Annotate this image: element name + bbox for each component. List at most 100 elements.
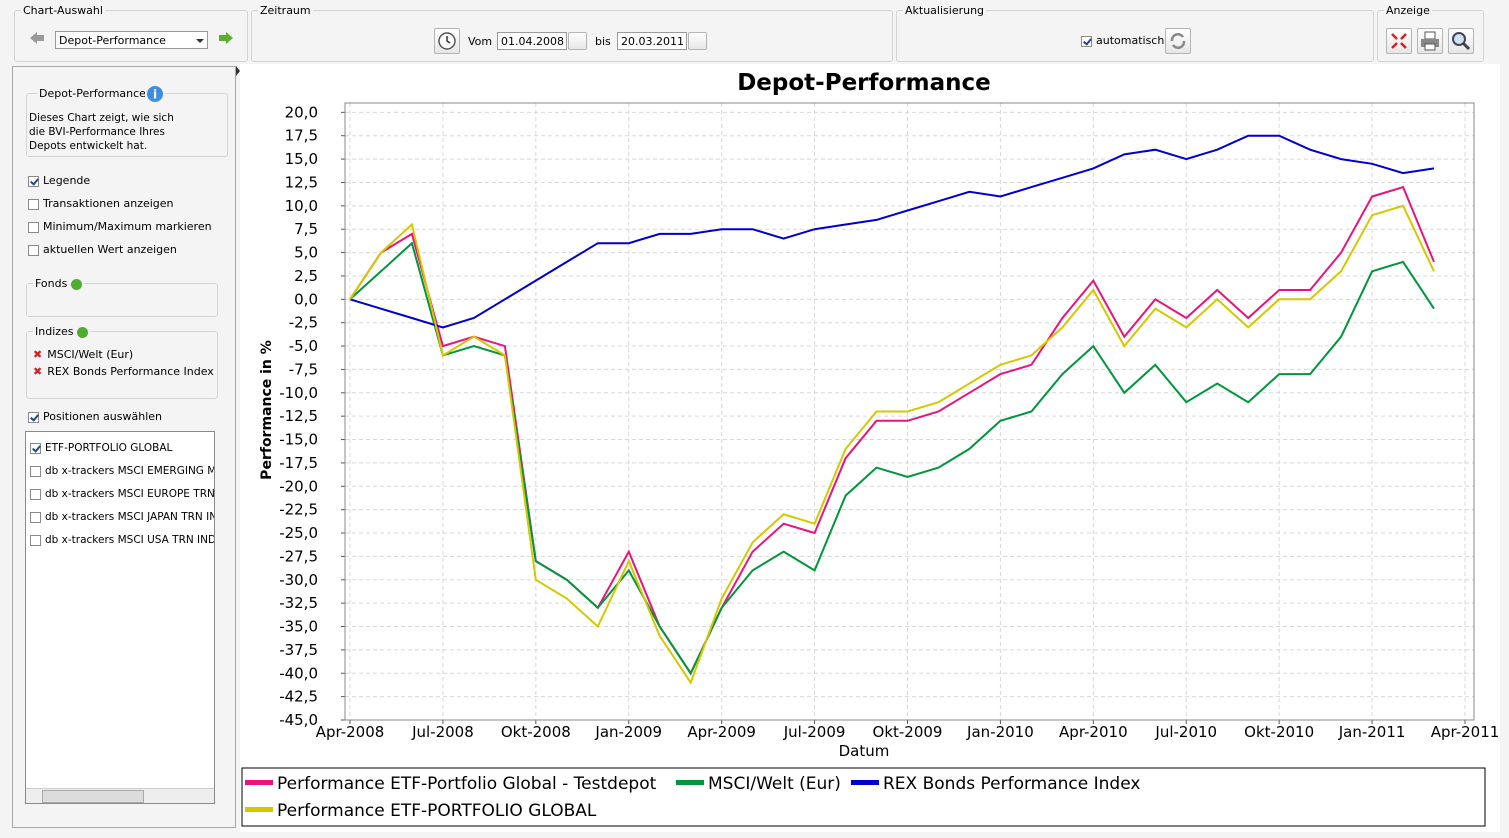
refresh-button[interactable] bbox=[1165, 28, 1191, 54]
zoom-button[interactable] bbox=[1448, 28, 1474, 54]
y-tick-label: -17,5 bbox=[279, 454, 318, 472]
y-tick-label: -45,0 bbox=[279, 711, 318, 729]
position-item[interactable]: db x-trackers MSCI USA TRN INDEX bbox=[30, 531, 214, 549]
y-tick-label: 12,5 bbox=[285, 173, 318, 191]
series-line bbox=[349, 185, 1435, 676]
legend-swatch bbox=[676, 780, 704, 785]
remove-icon[interactable]: ✖ bbox=[33, 365, 43, 378]
group-title: Zeitraum bbox=[258, 4, 313, 17]
option[interactable]: aktuellen Wert anzeigen bbox=[28, 241, 177, 259]
group-title: Anzeige bbox=[1384, 4, 1432, 17]
fullscreen-button[interactable] bbox=[1386, 28, 1412, 54]
y-tick-label: -25,0 bbox=[279, 524, 318, 542]
back-arrow[interactable] bbox=[29, 31, 45, 45]
checkbox[interactable] bbox=[28, 221, 39, 233]
splitter[interactable] bbox=[236, 66, 240, 86]
checkbox-label: automatisch bbox=[1096, 34, 1165, 47]
add-icon[interactable] bbox=[70, 278, 82, 290]
from-date[interactable]: 01.04.2008 bbox=[497, 32, 567, 50]
x-tick-label: Jul-2008 bbox=[411, 723, 474, 741]
fullscreen-icon bbox=[1391, 33, 1407, 49]
y-tick-label: -40,0 bbox=[279, 664, 318, 682]
legend-label: Performance ETF-PORTFOLIO GLOBAL bbox=[277, 801, 597, 821]
period-button[interactable] bbox=[434, 28, 460, 54]
checkbox-label: aktuellen Wert anzeigen bbox=[43, 243, 177, 256]
dropdown-value: Depot-Performance bbox=[59, 34, 166, 47]
x-tick-label: Apr-2011 bbox=[1431, 723, 1500, 741]
x-tick-label: Jan-2009 bbox=[594, 723, 662, 741]
y-tick-label: -37,5 bbox=[279, 641, 318, 659]
group-title: Chart-Auswahl bbox=[21, 4, 105, 17]
option[interactable]: Minimum/Maximum markieren bbox=[28, 218, 212, 236]
position-item[interactable]: db x-trackers MSCI JAPAN TRN IND bbox=[30, 508, 214, 526]
checkbox[interactable] bbox=[30, 534, 41, 546]
x-tick-label: Jul-2010 bbox=[1154, 723, 1217, 741]
from-label: Vom bbox=[468, 35, 493, 48]
position-items: ETF-PORTFOLIO GLOBAL db x-trackers MSCI E… bbox=[30, 439, 214, 559]
to-label: bis bbox=[595, 35, 611, 48]
y-tick-label: -32,5 bbox=[279, 594, 318, 612]
update-group: Aktualisierung automatisch bbox=[896, 4, 1374, 62]
checkbox-label: Minimum/Maximum markieren bbox=[43, 220, 212, 233]
position-label: ETF-PORTFOLIO GLOBAL bbox=[45, 442, 173, 454]
y-tick-label: 7,5 bbox=[294, 220, 318, 238]
chart-dropdown[interactable]: Depot-Performance bbox=[55, 31, 208, 49]
info-icon[interactable]: i bbox=[145, 84, 165, 104]
x-tick-label: Apr-2008 bbox=[316, 723, 385, 741]
checkbox[interactable] bbox=[1081, 35, 1092, 47]
splitter-arrow bbox=[236, 66, 240, 76]
plot-frame bbox=[344, 102, 1475, 721]
add-icon[interactable] bbox=[77, 326, 89, 338]
funds-box: Fonds bbox=[26, 277, 218, 317]
indices-title: Indizes bbox=[33, 325, 91, 338]
y-tick-label: -10,0 bbox=[279, 384, 318, 402]
print-button[interactable] bbox=[1417, 28, 1443, 54]
scrollbar[interactable] bbox=[26, 788, 214, 803]
auto-update[interactable]: automatisch bbox=[1081, 34, 1164, 47]
display-group: Anzeige bbox=[1377, 4, 1484, 62]
checkbox[interactable] bbox=[28, 175, 39, 187]
index-item: ✖ REX Bonds Performance Index bbox=[33, 363, 214, 381]
checkbox[interactable] bbox=[28, 198, 39, 210]
checkbox[interactable] bbox=[30, 442, 41, 454]
y-tick-label: -30,0 bbox=[279, 571, 318, 589]
checkbox[interactable] bbox=[30, 465, 41, 477]
remove-icon[interactable]: ✖ bbox=[33, 348, 43, 361]
positions-toggle[interactable]: Positionen auswählen bbox=[28, 410, 162, 423]
y-tick-label: -27,5 bbox=[279, 547, 318, 565]
group-title: Fonds bbox=[35, 277, 68, 290]
refresh-icon bbox=[1170, 33, 1186, 49]
scroll-thumb[interactable] bbox=[42, 790, 144, 803]
option[interactable]: Transaktionen anzeigen bbox=[28, 195, 174, 213]
legend-swatch bbox=[245, 807, 273, 812]
position-item[interactable]: ETF-PORTFOLIO GLOBAL bbox=[30, 439, 172, 457]
chart: Depot-Performance Datum Performance in %… bbox=[240, 64, 1500, 832]
y-tick-label: 0,0 bbox=[294, 290, 318, 308]
position-item[interactable]: db x-trackers MSCI EMERGING MKT bbox=[30, 462, 214, 480]
checkbox-label: Transaktionen anzeigen bbox=[43, 197, 174, 210]
to-date[interactable]: 20.03.2011 bbox=[617, 32, 687, 50]
forward-arrow[interactable] bbox=[218, 31, 234, 45]
clock-icon bbox=[438, 32, 456, 50]
to-calendar[interactable] bbox=[688, 32, 707, 50]
y-tick-label: -42,5 bbox=[279, 688, 318, 706]
checkbox[interactable] bbox=[30, 511, 41, 523]
from-calendar[interactable] bbox=[568, 32, 587, 50]
checkbox[interactable] bbox=[28, 244, 39, 256]
checkbox[interactable] bbox=[30, 488, 41, 500]
position-item[interactable]: db x-trackers MSCI EUROPE TRN IN bbox=[30, 485, 214, 503]
period-group: Zeitraum Vom 01.04.2008 bis 20.03.2011 bbox=[251, 4, 893, 62]
series-line bbox=[349, 204, 1435, 685]
x-axis-label: Datum bbox=[839, 742, 890, 760]
y-tick-label: 15,0 bbox=[285, 150, 318, 168]
checkbox[interactable] bbox=[28, 411, 39, 423]
chart-title: Depot-Performance bbox=[737, 70, 991, 96]
zoom-icon bbox=[1452, 32, 1471, 51]
info-text: Dieses Chart zeigt, wie sich die BVI-Per… bbox=[29, 112, 174, 152]
series-line bbox=[349, 241, 1435, 676]
option[interactable]: Legende bbox=[28, 172, 90, 190]
series-line bbox=[349, 134, 1435, 329]
x-tick-label: Apr-2010 bbox=[1059, 723, 1128, 741]
info-box: Depot-Performance i Dieses Chart zeigt, … bbox=[26, 84, 228, 157]
